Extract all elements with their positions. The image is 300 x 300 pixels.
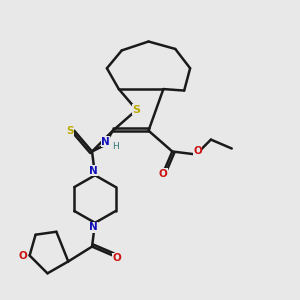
Text: O: O: [113, 254, 122, 263]
Text: N: N: [89, 222, 98, 232]
Text: O: O: [193, 146, 202, 156]
Text: S: S: [66, 126, 74, 136]
Text: S: S: [133, 105, 141, 115]
Text: N: N: [101, 137, 110, 147]
Text: O: O: [159, 169, 168, 179]
Text: O: O: [19, 250, 28, 260]
Text: H: H: [112, 142, 119, 151]
Text: N: N: [89, 166, 98, 176]
